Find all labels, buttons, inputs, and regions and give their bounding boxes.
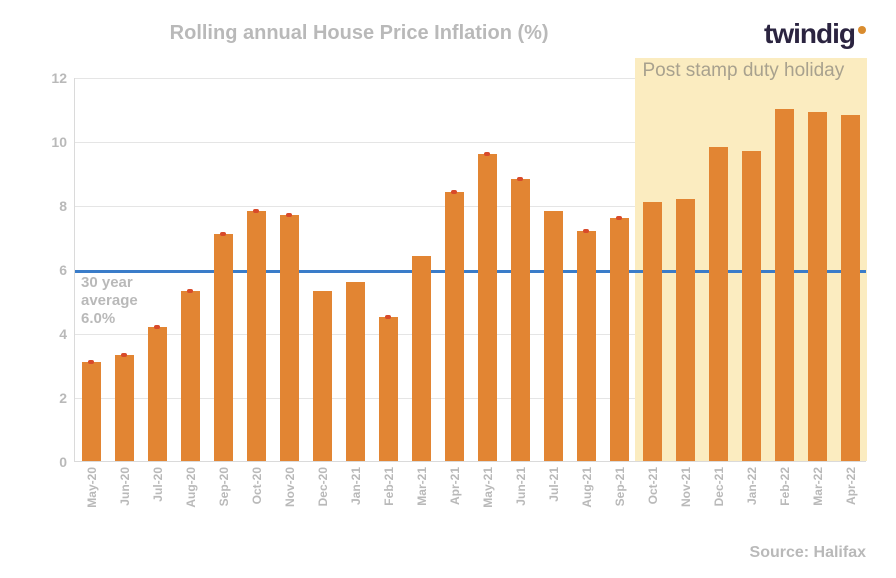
x-tick-label: Jan-22: [745, 467, 759, 505]
brand-logo: twindig: [764, 18, 866, 50]
bar-cap-icon: [583, 229, 589, 233]
x-tick-label: Dec-20: [316, 467, 330, 506]
bar-cap-icon: [484, 152, 490, 156]
bar-cap-icon: [88, 360, 94, 364]
x-tick-label: Sep-21: [613, 467, 627, 506]
bar: [148, 327, 166, 461]
brand-text: twindig: [764, 18, 855, 49]
x-tick-label: Apr-21: [448, 467, 462, 505]
reference-label-line: average: [81, 292, 138, 310]
y-tick-label: 4: [59, 326, 67, 342]
bar: [346, 282, 364, 461]
bar: [247, 211, 265, 461]
reference-label: 30 yearaverage6.0%: [81, 274, 138, 328]
x-tick-label: Mar-22: [811, 467, 825, 506]
plot-area: 024681012Post stamp duty holiday30 yeara…: [74, 78, 866, 462]
bar-cap-icon: [187, 289, 193, 293]
bar: [412, 256, 430, 461]
x-tick-label: Jul-21: [547, 467, 561, 502]
bar-cap-icon: [616, 216, 622, 220]
bar-cap-icon: [220, 232, 226, 236]
y-tick-label: 2: [59, 390, 67, 406]
y-tick-label: 6: [59, 262, 67, 278]
bar: [577, 231, 595, 461]
source-label: Source: Halifax: [750, 544, 866, 562]
x-tick-label: Aug-21: [580, 467, 594, 508]
x-tick-label: May-20: [85, 467, 99, 508]
bar-cap-icon: [154, 325, 160, 329]
bar: [379, 317, 397, 461]
y-tick-label: 10: [51, 134, 67, 150]
brand-dot-icon: [858, 26, 866, 34]
y-tick-label: 12: [51, 70, 67, 86]
x-tick-label: Jan-21: [349, 467, 363, 505]
x-tick-label: Jun-20: [118, 467, 132, 506]
highlight-label: Post stamp duty holiday: [643, 60, 845, 82]
x-tick-label: Sep-20: [217, 467, 231, 506]
x-tick-label: Jun-21: [514, 467, 528, 506]
reference-label-line: 30 year: [81, 274, 138, 292]
bar: [775, 109, 793, 461]
bar-cap-icon: [253, 209, 259, 213]
bar: [742, 151, 760, 461]
y-tick-label: 8: [59, 198, 67, 214]
x-tick-label: Nov-21: [679, 467, 693, 507]
x-tick-label: May-21: [481, 467, 495, 508]
bar: [643, 202, 661, 461]
bar: [511, 179, 529, 461]
bar: [313, 291, 331, 461]
x-tick-label: Dec-21: [712, 467, 726, 506]
chart-container: Rolling annual House Price Inflation (%)…: [0, 0, 896, 578]
bar: [478, 154, 496, 461]
bar: [808, 112, 826, 461]
x-tick-label: Nov-20: [283, 467, 297, 507]
bar-cap-icon: [517, 177, 523, 181]
chart-title: Rolling annual House Price Inflation (%): [74, 22, 644, 45]
bar-cap-icon: [385, 315, 391, 319]
reference-label-line: 6.0%: [81, 310, 138, 328]
bar: [82, 362, 100, 461]
x-tick-label: Oct-20: [250, 467, 264, 504]
bar: [115, 355, 133, 461]
y-tick-label: 0: [59, 454, 67, 470]
x-tick-label: Mar-21: [415, 467, 429, 506]
x-tick-label: Jul-20: [151, 467, 165, 502]
bar: [280, 215, 298, 461]
bar: [214, 234, 232, 461]
bar: [181, 291, 199, 461]
bar: [841, 115, 859, 461]
bar: [445, 192, 463, 461]
x-tick-label: Feb-22: [778, 467, 792, 506]
bar-cap-icon: [121, 353, 127, 357]
bar-cap-icon: [451, 190, 457, 194]
bar: [610, 218, 628, 461]
bar: [709, 147, 727, 461]
x-tick-label: Oct-21: [646, 467, 660, 504]
x-tick-label: Aug-20: [184, 467, 198, 508]
bar: [676, 199, 694, 461]
x-tick-label: Feb-21: [382, 467, 396, 506]
bar: [544, 211, 562, 461]
x-tick-label: Apr-22: [844, 467, 858, 505]
bar-cap-icon: [286, 213, 292, 217]
